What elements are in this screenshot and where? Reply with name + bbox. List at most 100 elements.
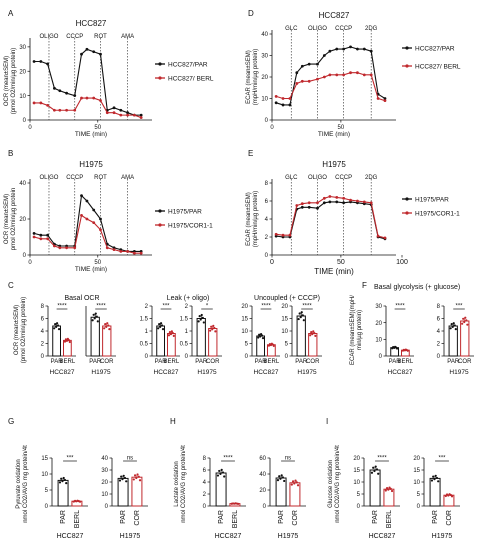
- data-point: [300, 64, 304, 68]
- category-label: BERL: [264, 359, 280, 365]
- category-label: BERL: [74, 510, 81, 528]
- y-tick-label: 15: [413, 468, 420, 474]
- legend-marker: [158, 76, 162, 80]
- replicate-point: [375, 468, 379, 471]
- series-line: [33, 194, 142, 252]
- data-point: [112, 106, 116, 110]
- y-tick-label: 0: [285, 354, 289, 360]
- replicate-point: [202, 321, 205, 324]
- data-point: [274, 232, 278, 236]
- data-point: [369, 49, 373, 53]
- data-point: [53, 108, 56, 112]
- y-tick-label: 30: [375, 304, 382, 310]
- data-point: [65, 108, 68, 112]
- data-point: [300, 202, 304, 206]
- y-tick-label: 10: [19, 94, 26, 100]
- bar: [52, 325, 61, 357]
- category-label: COR: [458, 359, 472, 365]
- y-tick-label: 1.5: [180, 317, 189, 323]
- panel-letter-h: H: [170, 417, 176, 426]
- category-label: PAR: [218, 510, 225, 524]
- replicate-point: [133, 474, 137, 477]
- y-tick-label: 5: [357, 492, 361, 498]
- data-point: [65, 246, 68, 250]
- replicate-point: [453, 324, 456, 327]
- replicate-point: [279, 477, 282, 480]
- x-tick-label: 50: [94, 260, 101, 266]
- data-point: [295, 71, 299, 75]
- y-tick-label: 0: [265, 253, 269, 259]
- category-label: BERL: [232, 510, 239, 528]
- replicate-point: [161, 328, 165, 331]
- replicate-point: [219, 472, 222, 476]
- replicate-point: [198, 315, 201, 318]
- category-label: COR: [446, 510, 453, 526]
- replicate-point: [310, 330, 313, 334]
- y-tick-label: 0: [41, 354, 45, 360]
- y-axis-label: (pmol O2/min/µg protein): [21, 297, 27, 363]
- replicate-point: [451, 325, 454, 328]
- group-label: HCC827: [57, 533, 84, 540]
- y-axis-label: Lactate oxidation: [174, 461, 180, 506]
- bar: [131, 476, 143, 507]
- data-point: [274, 101, 278, 105]
- replicate-point: [276, 479, 280, 482]
- replicate-point: [65, 481, 68, 485]
- group-label: H1975: [91, 369, 111, 376]
- bar-chart-i: 0 5 10 15 20 PAR BERL **** HCC827 0 5 10 15 20 PAR COR *…: [353, 456, 460, 540]
- x-axis-label: TIME (min): [318, 131, 350, 138]
- replicate-point: [261, 337, 265, 340]
- data-point: [58, 89, 62, 93]
- replicate-point: [298, 312, 301, 315]
- data-point: [32, 101, 36, 105]
- data-point: [46, 237, 50, 241]
- category-label: COR: [206, 359, 220, 365]
- y-tick-label: 6: [437, 317, 441, 323]
- category-label: COR: [306, 359, 320, 365]
- data-point: [46, 103, 50, 107]
- category-label: PAR: [195, 359, 208, 365]
- data-point: [295, 204, 299, 207]
- chart-title: H1975: [322, 160, 346, 169]
- replicate-point: [450, 495, 454, 498]
- replicate-point: [137, 475, 140, 478]
- replicate-point: [293, 482, 296, 485]
- series-line: [275, 72, 386, 102]
- category-label: COR: [134, 510, 141, 526]
- x-tick-label: 0: [28, 125, 32, 131]
- bar: [117, 477, 129, 507]
- injection-label: GLC: [285, 175, 298, 181]
- replicate-point: [377, 472, 380, 475]
- replicate-point: [158, 323, 161, 326]
- data-point: [39, 233, 43, 237]
- bar-chart-c3: Uncoupled (+ CCCP)05101520PARBERL****HCC…: [241, 295, 322, 376]
- replicate-point: [373, 469, 376, 473]
- replicate-point: [291, 480, 295, 483]
- data-point: [288, 103, 292, 107]
- y-axis-label: min/µg protein): [357, 310, 363, 350]
- replicate-point: [104, 323, 107, 326]
- y-tick-label: 0: [23, 253, 27, 259]
- y-tick-label: 0: [417, 504, 421, 510]
- data-point: [53, 86, 56, 90]
- replicate-point: [108, 328, 111, 331]
- category-label: PAR: [155, 359, 168, 365]
- replicate-point: [209, 329, 212, 332]
- bar: [289, 482, 301, 507]
- data-point: [73, 94, 77, 98]
- bar: [448, 325, 458, 357]
- category-label: PAR: [295, 359, 308, 365]
- category-label: PAR: [60, 510, 67, 524]
- replicate-point: [385, 487, 389, 490]
- replicate-point: [311, 333, 314, 336]
- data-point: [335, 73, 339, 77]
- data-point: [328, 200, 332, 204]
- category-label: PAR: [447, 359, 460, 365]
- data-point: [349, 71, 352, 75]
- replicate-point: [96, 320, 99, 323]
- y-tick-label: 40: [19, 181, 26, 187]
- significance-label: ****: [377, 456, 387, 462]
- data-point: [281, 97, 285, 100]
- y-tick-label: 5: [245, 342, 249, 348]
